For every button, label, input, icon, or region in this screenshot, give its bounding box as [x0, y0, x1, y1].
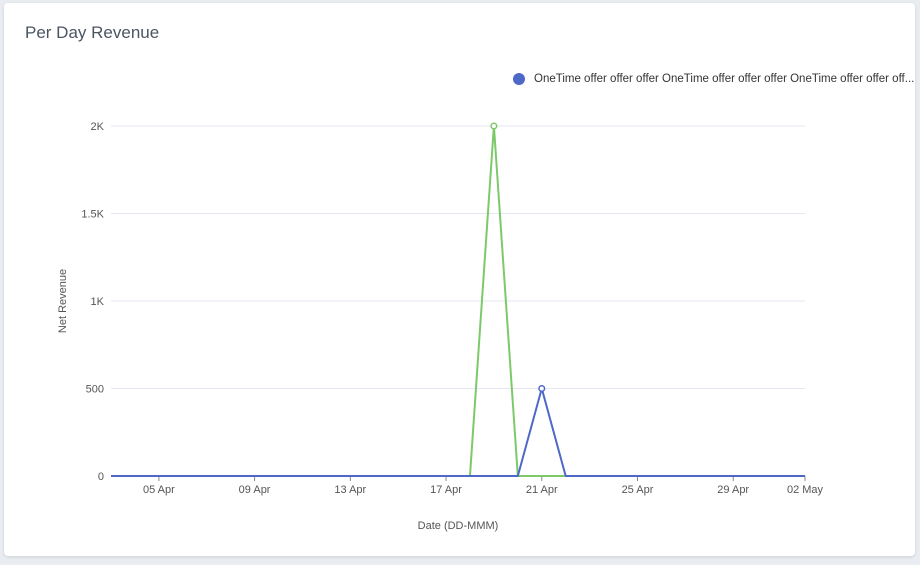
data-point [538, 384, 546, 393]
x-axis-label: Date (DD-MMM) [418, 520, 499, 532]
x-tick-label: 05 Apr [143, 484, 175, 496]
series-line-1 [111, 387, 805, 477]
legend-item[interactable]: OneTime offer offer offer OneTime offer … [513, 73, 914, 85]
y-tick-label: 1K [91, 296, 105, 308]
data-point [490, 122, 498, 130]
y-axis-label: Net Revenue [57, 269, 69, 333]
x-tick-label: 02 May [787, 484, 824, 496]
legend-label: OneTime offer offer offer OneTime offer … [534, 73, 915, 85]
y-tick-label: 500 [86, 384, 104, 396]
y-tick-label: 0 [98, 471, 104, 483]
x-tick-label: 21 Apr [526, 484, 558, 496]
x-tick-label: 29 Apr [717, 484, 749, 496]
chart-card: Per Day Revenue [4, 3, 915, 556]
x-tick-label: 17 Apr [430, 484, 462, 496]
x-tick-label: 13 Apr [334, 484, 366, 496]
chart-title: Per Day Revenue [25, 23, 160, 42]
x-tick-label: 25 Apr [622, 484, 654, 496]
legend-marker [513, 73, 525, 85]
x-tick-label: 09 Apr [239, 484, 271, 496]
y-tick-label: 1.5K [81, 209, 104, 221]
y-tick-label: 2K [91, 121, 105, 133]
